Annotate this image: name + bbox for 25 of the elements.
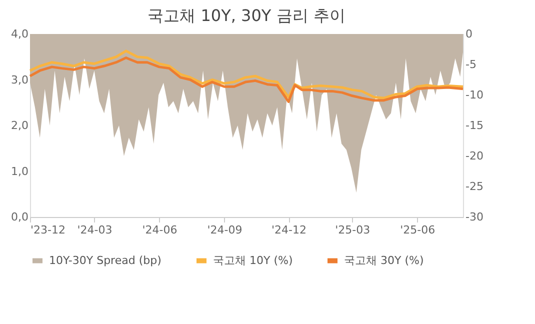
y-tick-label: 1,0 (11, 164, 28, 178)
y2-tick-label: -15 (466, 119, 484, 132)
x-tick-label: '25-03 (335, 224, 370, 236)
y-tick-label: 4,0 (11, 28, 28, 40)
y2-tick-label: -20 (466, 150, 484, 162)
y-tick-label: 3,0 (11, 73, 28, 86)
y2-tick-label: -10 (466, 88, 484, 102)
y-tick-label: 2,0 (11, 119, 28, 132)
x-tick-label: '25-06 (400, 224, 436, 236)
x-tick-label: '24-03 (77, 224, 112, 236)
y2-tick-label: -30 (466, 210, 484, 224)
x-tick-label: '24-12 (272, 224, 307, 236)
x-tick-label: '23-12 (30, 224, 66, 236)
legend-label: 국고채 10Y (%) (213, 254, 293, 267)
chart-title: 국고채 10Y, 30Y 금리 추이 (148, 6, 346, 25)
y2-tick-label: -5 (466, 58, 476, 71)
y2-tick-label: -25 (466, 180, 484, 193)
x-tick-label: '24-09 (207, 224, 242, 236)
legend-label: 국고채 30Y (%) (344, 254, 424, 267)
y2-tick-label: 0 (466, 28, 472, 40)
legend-label: 10Y-30Y Spread (bp) (49, 254, 162, 267)
x-tick-label: '24-06 (142, 224, 178, 236)
line-series (28, 50, 464, 100)
y-tick-label: 0,0 (11, 210, 28, 224)
line-series (28, 56, 464, 103)
